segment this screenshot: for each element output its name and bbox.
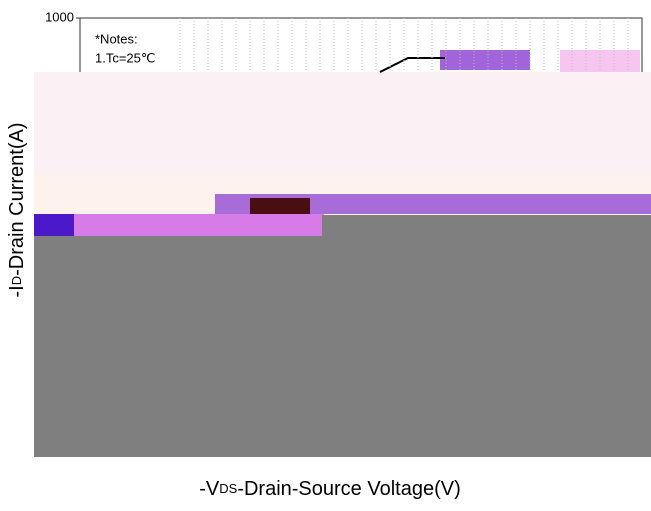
chart: 1000*Notes:1.Tc=25℃-ID-Drain Current(A)-… [0,0,651,506]
y-tick-label: 1000 [45,9,74,24]
label-part: -Drain Current(A) [6,123,28,276]
label-part: -V [199,478,220,500]
subscript: DS [219,481,237,496]
subscript: D [9,276,24,285]
axis-label: -VDS-Drain-Source Voltage(V) [199,478,461,500]
label-part: -Drain-Source Voltage(V) [237,478,460,500]
note: 1.Tc=25℃ [95,50,156,65]
glitch-area [34,50,651,457]
note: *Notes: [95,31,138,46]
axis-label: -ID-Drain Current(A) [6,123,28,298]
label-part: -I [6,285,28,297]
page: 1000*Notes:1.Tc=25℃-ID-Drain Current(A)-… [0,0,651,506]
